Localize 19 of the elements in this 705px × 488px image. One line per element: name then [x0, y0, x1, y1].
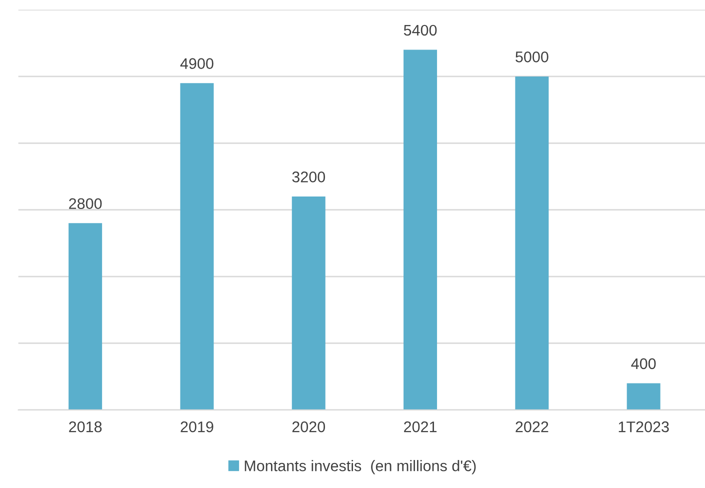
bar [68, 223, 102, 410]
bar [515, 76, 549, 410]
data-label: 400 [631, 358, 656, 370]
bar [404, 50, 438, 410]
x-tick-label: 2018 [69, 421, 102, 432]
data-label: 5400 [404, 24, 437, 36]
x-tick-label: 2021 [404, 421, 437, 432]
bar [626, 383, 660, 410]
data-label: 2800 [69, 198, 102, 210]
x-tick-label: 2019 [180, 421, 214, 432]
data-label: 5000 [516, 52, 548, 62]
x-tick-label: 2020 [292, 421, 326, 432]
legend-label: Montants investis (en millions d'€) [244, 460, 476, 474]
data-label: 3200 [292, 172, 326, 182]
x-tick-label: 1T2023 [618, 421, 669, 432]
bar [292, 196, 326, 410]
x-tick-label: 2022 [516, 421, 548, 432]
data-label: 4900 [180, 58, 214, 69]
bar [180, 83, 214, 410]
